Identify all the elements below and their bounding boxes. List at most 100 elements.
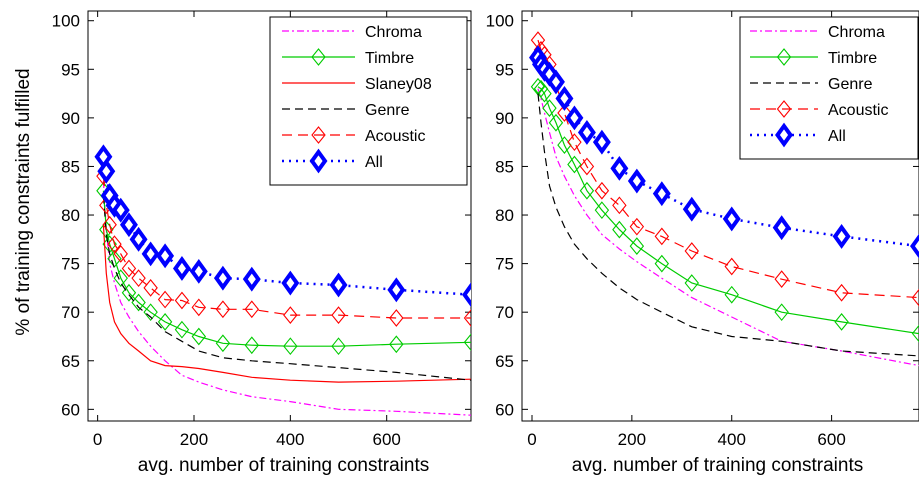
data-point-acoustic — [594, 181, 610, 200]
legend-swatch-marker — [776, 100, 792, 118]
x-tick-label: 0 — [93, 430, 102, 449]
y-tick-label: 75 — [495, 255, 514, 274]
legend-label: Timbre — [828, 50, 877, 67]
data-point-all — [281, 270, 300, 296]
data-point-timbre — [131, 293, 146, 312]
y-tick-label: 85 — [495, 157, 514, 176]
legend-item-chroma: Chroma — [282, 24, 422, 41]
data-point-timbre — [191, 327, 207, 346]
legend-swatch-marker — [776, 48, 792, 66]
data-point-all — [172, 256, 191, 281]
data-point-acoustic — [774, 270, 789, 289]
data-point-timbre — [174, 320, 190, 339]
data-point-timbre — [629, 237, 645, 255]
y-tick-label: 70 — [495, 303, 514, 322]
y-tick-label: 65 — [61, 352, 80, 371]
data-point-all — [119, 212, 138, 238]
data-point-timbre — [463, 333, 471, 352]
data-point-timbre — [612, 220, 627, 239]
series-area — [529, 31, 919, 367]
data-point-timbre — [684, 274, 699, 292]
y-tick-label: 100 — [52, 12, 80, 31]
legend-swatch-marker — [311, 48, 326, 66]
x-axis-label: avg. number of training constraints — [572, 455, 864, 476]
legend-item-all: All — [750, 122, 846, 148]
y-tick-label: 90 — [495, 109, 514, 128]
data-point-all — [129, 226, 148, 252]
data-point-all — [652, 181, 671, 207]
data-point-timbre — [283, 337, 298, 356]
y-tick-label: 95 — [495, 60, 514, 79]
data-point-all — [577, 120, 596, 145]
series-chroma — [102, 180, 471, 416]
data-point-all — [565, 105, 584, 131]
series-line-chroma — [102, 180, 471, 416]
series-line-chroma — [537, 88, 919, 367]
series-all — [529, 45, 919, 259]
data-point-acoustic — [834, 283, 849, 302]
data-point-all — [592, 129, 611, 155]
series-line-slaney08 — [102, 224, 471, 383]
y-tick-label: 65 — [495, 352, 514, 371]
right-chart-panel: 60 65 70 75 80 85 90 95 100 0 200 400 600 avg. number… — [486, 10, 919, 476]
x-tick-label: 200 — [180, 430, 208, 449]
legend-label: Acoustic — [365, 128, 425, 145]
data-point-timbre — [567, 155, 582, 174]
y-tick-label: 90 — [61, 109, 80, 128]
legend-label: Genre — [828, 76, 873, 93]
data-point-acoustic — [557, 104, 572, 122]
data-point-acoustic — [684, 242, 699, 260]
data-point-timbre — [548, 113, 564, 132]
series-line-timbre — [102, 190, 471, 347]
data-point-acoustic — [174, 291, 190, 310]
series-area — [94, 144, 471, 416]
series-acoustic — [96, 167, 471, 327]
data-point-all — [462, 282, 471, 308]
y-tick-label: 75 — [61, 255, 80, 274]
x-tick-label: 400 — [276, 430, 304, 449]
data-point-all — [722, 206, 741, 232]
series-genre — [102, 195, 471, 381]
data-point-timbre — [121, 283, 137, 302]
data-point-all — [213, 265, 232, 291]
x-tick-label: 400 — [718, 430, 746, 449]
plot-frame — [87, 10, 472, 422]
data-point-acoustic — [191, 298, 207, 317]
data-point-all — [627, 168, 646, 194]
data-point-acoustic — [654, 227, 670, 246]
y-tick-label: 85 — [61, 157, 80, 176]
data-point-acoustic — [113, 245, 128, 263]
series-line-acoustic — [102, 176, 471, 319]
y-tick-label: 60 — [61, 400, 80, 419]
y-tick-label: 80 — [495, 206, 514, 225]
plot-frame — [521, 10, 919, 422]
data-point-acoustic — [629, 217, 645, 236]
legend-swatch-marker — [775, 122, 793, 148]
series-timbre — [96, 181, 471, 356]
data-point-acoustic — [244, 300, 260, 319]
y-tick-label: 95 — [61, 60, 80, 79]
legend-swatch-marker — [311, 126, 326, 144]
data-point-timbre — [542, 99, 557, 118]
data-point-timbre — [113, 269, 128, 288]
data-point-acoustic — [131, 269, 146, 288]
data-point-all — [111, 197, 130, 223]
data-point-acoustic — [911, 288, 919, 307]
data-point-timbre — [389, 335, 404, 354]
data-point-all — [682, 196, 701, 222]
legend-label: All — [365, 154, 383, 171]
data-point-acoustic — [463, 309, 471, 327]
data-point-acoustic — [102, 215, 117, 234]
left-chart-panel: 60 65 70 75 80 85 90 95 100 0 200 400 600 avg. number… — [52, 10, 472, 476]
legend-label: Acoustic — [828, 102, 888, 119]
y-tick-label: 100 — [486, 12, 514, 31]
data-point-all — [832, 223, 851, 249]
data-point-all — [141, 241, 160, 267]
legend: Chroma Timbre Slaney08 Genre Acoustic All — [269, 16, 468, 186]
x-axis-label: avg. number of training constraints — [138, 455, 430, 476]
data-point-timbre — [331, 337, 346, 356]
legend-item-acoustic: Acoustic — [282, 126, 425, 145]
data-point-timbre — [724, 285, 739, 304]
x-tick-label: 200 — [618, 430, 646, 449]
